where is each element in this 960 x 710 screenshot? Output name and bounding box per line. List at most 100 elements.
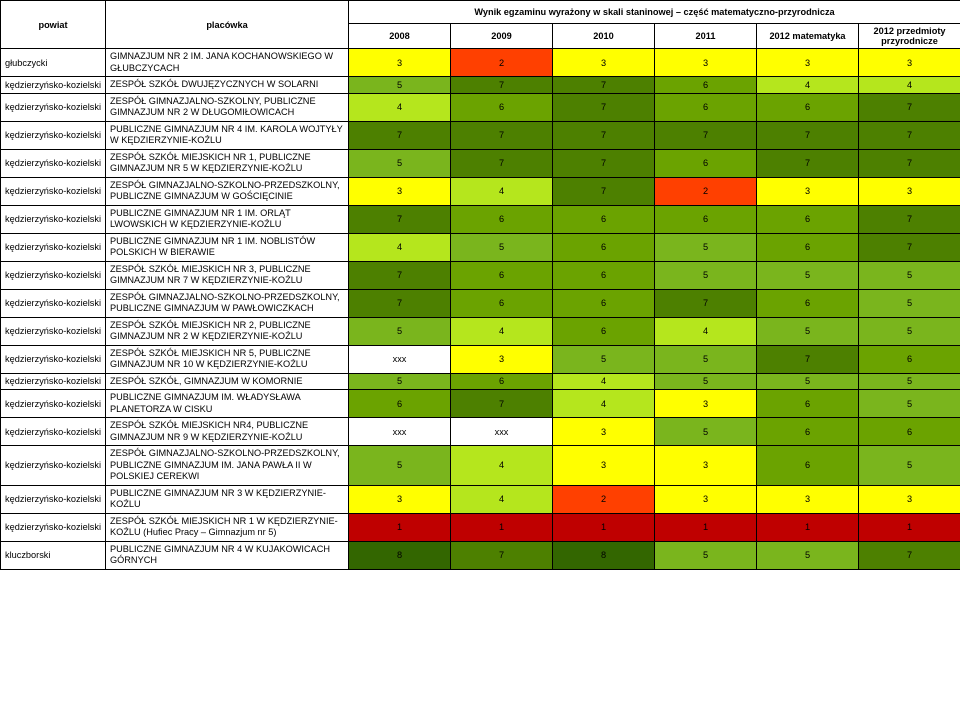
header-2008: 2008 [349,24,451,49]
school-cell: ZESPÓŁ SZKÓŁ MIEJSKICH NR 1 W KĘDZIERZYN… [106,513,349,541]
powiat-cell: kędzierzyńsko-kozielski [1,77,106,94]
score-cell: 6 [553,289,655,317]
score-cell: 6 [757,446,859,486]
score-cell: 4 [451,177,553,205]
score-cell: 5 [655,345,757,373]
score-cell: 3 [655,485,757,513]
school-cell: PUBLICZNE GIMNAZJUM NR 1 IM. ORLĄT LWOWS… [106,205,349,233]
table-row: kędzierzyńsko-kozielskiZESPÓŁ SZKÓŁ MIEJ… [1,345,960,373]
table-row: kędzierzyńsko-kozielskiZESPÓŁ SZKÓŁ, GIM… [1,373,960,390]
powiat-cell: kędzierzyńsko-kozielski [1,149,106,177]
score-cell: 3 [757,177,859,205]
table-row: kędzierzyńsko-kozielskiPUBLICZNE GIMNAZJ… [1,485,960,513]
school-cell: ZESPÓŁ SZKÓŁ MIEJSKICH NR 1, PUBLICZNE G… [106,149,349,177]
score-cell: 1 [655,513,757,541]
score-cell: 4 [451,317,553,345]
school-cell: PUBLICZNE GIMNAZJUM NR 4 IM. KAROLA WOJT… [106,121,349,149]
score-cell: 6 [451,261,553,289]
powiat-cell: kędzierzyńsko-kozielski [1,233,106,261]
score-cell: 3 [757,49,859,77]
score-cell: 8 [349,541,451,569]
score-cell: 7 [553,121,655,149]
score-cell: 5 [859,261,960,289]
score-cell: 7 [349,289,451,317]
powiat-cell: kędzierzyńsko-kozielski [1,418,106,446]
score-cell: 6 [451,373,553,390]
school-cell: ZESPÓŁ SZKÓŁ MIEJSKICH NR 2, PUBLICZNE G… [106,317,349,345]
table-row: kędzierzyńsko-kozielskiZESPÓŁ SZKÓŁ MIEJ… [1,261,960,289]
score-cell: 5 [349,373,451,390]
school-cell: ZESPÓŁ GIMNAZJALNO-SZKOLNY, PUBLICZNE GI… [106,93,349,121]
table-row: kędzierzyńsko-kozielskiZESPÓŁ SZKÓŁ MIEJ… [1,513,960,541]
score-cell: 6 [655,77,757,94]
score-cell: 6 [757,205,859,233]
score-cell: 3 [553,418,655,446]
score-cell: 7 [349,261,451,289]
score-cell: 7 [655,121,757,149]
score-cell: 6 [553,233,655,261]
school-cell: ZESPÓŁ SZKÓŁ MIEJSKICH NR4, PUBLICZNE GI… [106,418,349,446]
score-cell: 6 [859,345,960,373]
score-cell: 5 [349,149,451,177]
score-cell: 6 [451,205,553,233]
score-cell: 7 [349,121,451,149]
score-cell: 7 [349,205,451,233]
score-cell: 5 [349,317,451,345]
score-cell: 7 [757,149,859,177]
powiat-cell: kędzierzyńsko-kozielski [1,205,106,233]
score-cell: 5 [859,390,960,418]
score-cell: 7 [859,121,960,149]
score-cell: 6 [655,205,757,233]
powiat-cell: kędzierzyńsko-kozielski [1,93,106,121]
header-2009: 2009 [451,24,553,49]
score-cell: 3 [349,485,451,513]
table-row: kędzierzyńsko-kozielskiPUBLICZNE GIMNAZJ… [1,121,960,149]
score-cell: 5 [655,541,757,569]
table-row: kędzierzyńsko-kozielskiZESPÓŁ SZKÓŁ MIEJ… [1,149,960,177]
school-cell: PUBLICZNE GIMNAZJUM NR 1 IM. NOBLISTÓW P… [106,233,349,261]
header-2010: 2010 [553,24,655,49]
table-body: głubczyckiGIMNAZJUM NR 2 IM. JANA KOCHAN… [1,49,960,570]
score-cell: 2 [451,49,553,77]
score-cell: 3 [859,485,960,513]
score-cell: 7 [553,177,655,205]
score-cell: 5 [655,261,757,289]
school-cell: GIMNAZJUM NR 2 IM. JANA KOCHANOWSKIEGO W… [106,49,349,77]
score-cell: 7 [859,93,960,121]
school-cell: ZESPÓŁ GIMNAZJALNO-SZKOLNO-PRZEDSZKOLNY,… [106,446,349,486]
score-cell: 3 [859,177,960,205]
score-cell: 6 [757,93,859,121]
score-cell: 7 [451,121,553,149]
score-cell: 7 [757,121,859,149]
results-table: powiat placówka Wynik egzaminu wyrażony … [0,0,960,570]
table-row: kędzierzyńsko-kozielskiZESPÓŁ SZKÓŁ MIEJ… [1,418,960,446]
score-cell: 6 [655,93,757,121]
score-cell: 2 [553,485,655,513]
score-cell: 6 [757,418,859,446]
score-cell: 4 [859,77,960,94]
school-cell: PUBLICZNE GIMNAZJUM NR 4 W KUJAKOWICACH … [106,541,349,569]
score-cell: 7 [451,541,553,569]
score-cell: 5 [757,261,859,289]
score-cell: 5 [757,373,859,390]
powiat-cell: kędzierzyńsko-kozielski [1,289,106,317]
score-cell: 7 [451,390,553,418]
powiat-cell: kluczborski [1,541,106,569]
score-cell: 1 [451,513,553,541]
powiat-cell: kędzierzyńsko-kozielski [1,261,106,289]
score-cell: 3 [757,485,859,513]
score-cell: 7 [553,77,655,94]
table-row: kędzierzyńsko-kozielskiPUBLICZNE GIMNAZJ… [1,205,960,233]
score-cell: 7 [553,149,655,177]
school-cell: ZESPÓŁ SZKÓŁ MIEJSKICH NR 3, PUBLICZNE G… [106,261,349,289]
score-cell: 3 [349,177,451,205]
powiat-cell: kędzierzyńsko-kozielski [1,390,106,418]
score-cell: 6 [349,390,451,418]
score-cell: 7 [451,149,553,177]
page: powiat placówka Wynik egzaminu wyrażony … [0,0,960,570]
score-cell: 5 [757,541,859,569]
table-row: kluczborskiPUBLICZNE GIMNAZJUM NR 4 W KU… [1,541,960,569]
score-cell: 2 [655,177,757,205]
score-cell: 3 [655,390,757,418]
score-cell: 7 [859,205,960,233]
